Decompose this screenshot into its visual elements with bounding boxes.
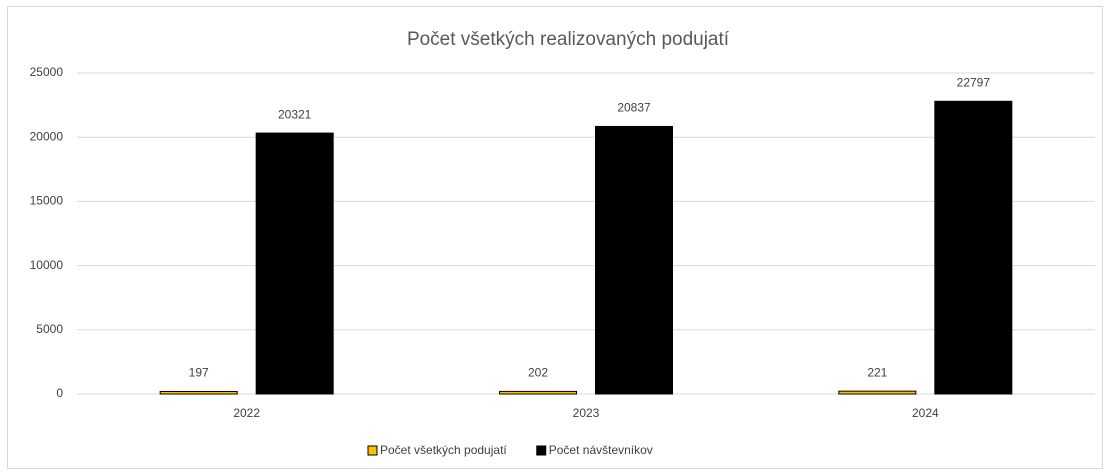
y-tick-label: 10000 (30, 258, 64, 272)
data-label: 197 (189, 366, 209, 380)
y-tick-label: 25000 (30, 65, 64, 79)
chart-title: Počet všetkých realizovaných podujatí (407, 29, 730, 50)
x-tick-label: 2022 (233, 406, 260, 420)
bar (255, 132, 334, 395)
y-tick-label: 5000 (36, 322, 63, 336)
y-tick-label: 0 (56, 386, 63, 400)
legend-swatch (367, 445, 378, 456)
data-label: 221 (867, 365, 887, 379)
data-label: 20321 (278, 107, 312, 121)
x-tick-label: 2023 (573, 406, 600, 420)
bar (159, 390, 238, 395)
data-label: 20837 (617, 101, 651, 115)
data-label: 22797 (957, 75, 991, 89)
x-tick-label: 2024 (912, 406, 939, 420)
y-tick-label: 20000 (30, 129, 64, 143)
bar (934, 100, 1013, 395)
data-label: 202 (528, 366, 548, 380)
bar (595, 125, 673, 395)
bar (838, 390, 917, 395)
legend-label: Počet návštevníkov (549, 443, 653, 457)
bar (499, 390, 577, 395)
y-tick-label: 15000 (30, 194, 64, 208)
legend-swatch (536, 445, 547, 456)
legend-label: Počet všetkých podujatí (380, 443, 507, 457)
